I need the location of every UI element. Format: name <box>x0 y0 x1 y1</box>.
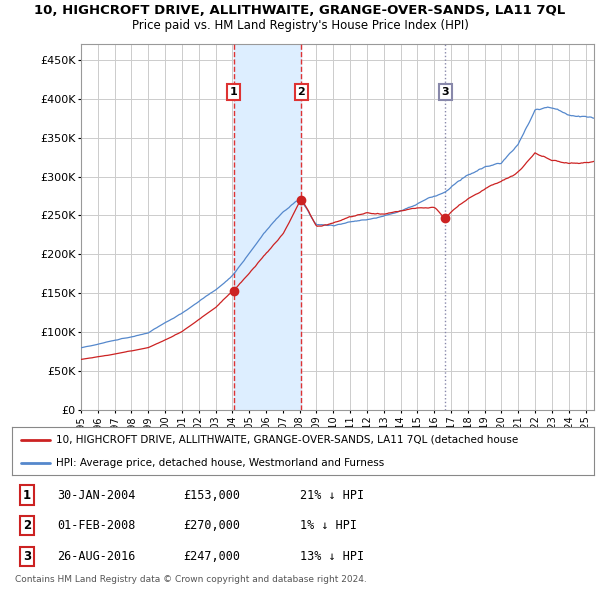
Text: £153,000: £153,000 <box>183 489 240 502</box>
Text: 30-JAN-2004: 30-JAN-2004 <box>57 489 136 502</box>
Text: Price paid vs. HM Land Registry's House Price Index (HPI): Price paid vs. HM Land Registry's House … <box>131 19 469 32</box>
Text: 1: 1 <box>230 87 238 97</box>
Text: 26-AUG-2016: 26-AUG-2016 <box>57 550 136 563</box>
Text: HPI: Average price, detached house, Westmorland and Furness: HPI: Average price, detached house, West… <box>56 458 384 468</box>
Text: 10, HIGHCROFT DRIVE, ALLITHWAITE, GRANGE-OVER-SANDS, LA11 7QL (detached house: 10, HIGHCROFT DRIVE, ALLITHWAITE, GRANGE… <box>56 435 518 445</box>
Text: 3: 3 <box>23 550 31 563</box>
Text: 2: 2 <box>297 87 305 97</box>
Text: 3: 3 <box>442 87 449 97</box>
Text: 1% ↓ HPI: 1% ↓ HPI <box>300 519 357 532</box>
Text: Contains HM Land Registry data © Crown copyright and database right 2024.: Contains HM Land Registry data © Crown c… <box>15 575 367 584</box>
Text: 2: 2 <box>23 519 31 532</box>
Text: 10, HIGHCROFT DRIVE, ALLITHWAITE, GRANGE-OVER-SANDS, LA11 7QL: 10, HIGHCROFT DRIVE, ALLITHWAITE, GRANGE… <box>34 4 566 17</box>
Text: 01-FEB-2008: 01-FEB-2008 <box>57 519 136 532</box>
Text: £247,000: £247,000 <box>183 550 240 563</box>
Bar <box>234 44 301 410</box>
Text: 21% ↓ HPI: 21% ↓ HPI <box>300 489 364 502</box>
Text: 1: 1 <box>23 489 31 502</box>
Text: 13% ↓ HPI: 13% ↓ HPI <box>300 550 364 563</box>
Text: £270,000: £270,000 <box>183 519 240 532</box>
